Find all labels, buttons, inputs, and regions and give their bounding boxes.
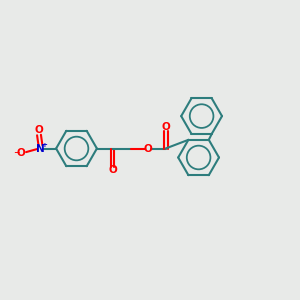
Text: +: + <box>41 142 47 148</box>
Text: O: O <box>16 148 26 158</box>
Text: O: O <box>143 143 152 154</box>
Text: O: O <box>34 124 43 135</box>
Text: −: − <box>14 148 20 157</box>
Text: O: O <box>161 122 170 132</box>
Text: N: N <box>36 143 45 154</box>
Text: O: O <box>108 165 117 176</box>
